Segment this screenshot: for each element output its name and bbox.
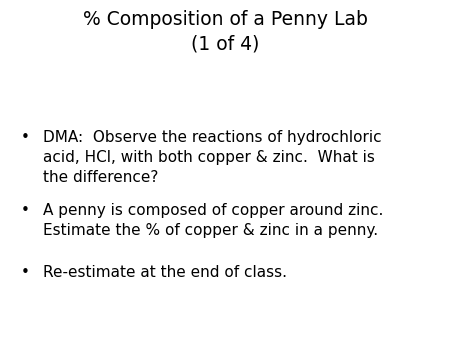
Text: A penny is composed of copper around zinc.
Estimate the % of copper & zinc in a : A penny is composed of copper around zin… xyxy=(43,203,383,238)
Text: DMA:  Observe the reactions of hydrochloric
acid, HCl, with both copper & zinc. : DMA: Observe the reactions of hydrochlor… xyxy=(43,130,382,185)
Text: •: • xyxy=(20,265,29,280)
Text: •: • xyxy=(20,203,29,218)
Text: Re-estimate at the end of class.: Re-estimate at the end of class. xyxy=(43,265,287,280)
Text: % Composition of a Penny Lab
(1 of 4): % Composition of a Penny Lab (1 of 4) xyxy=(82,10,368,53)
Text: •: • xyxy=(20,130,29,145)
